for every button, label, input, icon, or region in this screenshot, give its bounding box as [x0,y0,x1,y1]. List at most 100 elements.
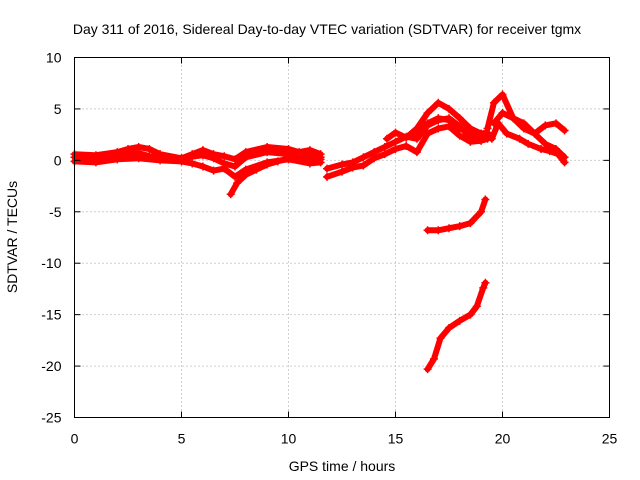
data-point-marker [295,155,304,164]
data-point-marker [113,148,122,157]
data-point-marker [284,154,293,163]
data-point-marker [338,160,346,169]
data-point-marker [134,142,143,151]
data-point-marker [391,145,400,154]
data-point-marker [434,98,443,107]
data-point-marker [412,148,421,157]
data-point-marker [552,119,560,128]
data-point-marker [423,129,432,138]
y-tick-label: -25 [41,410,61,426]
x-tick-label: 10 [281,431,297,447]
chart-title: Day 311 of 2016, Sidereal Day-to-day VTE… [73,21,581,37]
data-point-marker [479,283,488,292]
data-point-marker [220,152,229,161]
data-point-marker [91,151,100,160]
plot-frame [74,57,610,418]
data-point-marker [284,145,293,154]
series-trace-l [423,195,490,235]
data-point-marker [134,154,143,163]
x-tick-label: 5 [178,431,186,447]
data-point-marker [434,124,443,133]
data-point-marker [423,119,432,128]
data-point-marker [423,226,432,235]
data-point-marker [391,128,400,137]
data-point-marker [124,145,132,154]
y-tick-label: -5 [49,204,62,220]
data-point-marker [359,153,368,162]
data-point-marker [498,90,507,99]
y-tick-label: 0 [54,152,62,168]
data-point-marker [537,145,546,154]
y-tick-label: -20 [41,358,61,374]
data-point-marker [156,156,165,165]
data-point-marker [91,158,100,167]
data-point-marker [198,162,207,171]
data-point-marker [209,150,218,159]
x-tick-labels: 0 5 10 15 20 25 [71,431,618,447]
data-point-marker [489,98,498,107]
x-tick-label: 0 [71,431,79,447]
data-point-marker [198,146,207,155]
data-point-marker [423,109,432,118]
data-point-marker [408,132,417,141]
data-point-marker [273,157,282,166]
data-point-marker [477,136,486,145]
data-point-marker [445,224,453,233]
series-trace-k [489,109,569,138]
data-series-layer [70,90,569,374]
data-point-marker [509,114,518,123]
data-point-marker [466,137,475,146]
data-point-marker [498,109,507,118]
y-tick-label: -10 [41,255,61,271]
data-point-marker [263,160,272,169]
data-point-marker [466,310,475,319]
data-point-marker [391,137,400,146]
data-point-marker [145,145,154,154]
data-point-marker [455,131,464,140]
data-point-marker [338,167,346,176]
data-point-marker [434,226,443,235]
series-trace-line [324,123,491,180]
data-point-marker [466,127,475,136]
y-tick-labels: -25 -20 -15 -10 -5 0 5 10 [41,50,61,426]
data-point-marker [305,146,314,155]
data-point-marker [455,124,464,133]
series-trace-d [226,153,325,199]
y-axis-label: SDTVAR / TECUs [4,181,20,293]
y-tick-label: -15 [41,307,61,323]
data-point-marker [323,172,332,181]
data-point-marker [220,164,229,173]
data-point-marker [455,316,464,325]
data-point-marker [295,148,304,157]
data-point-marker [113,155,122,164]
data-point-marker [530,129,539,138]
data-point-marker [552,145,560,154]
data-point-marker [430,354,439,363]
data-point-marker [233,178,242,187]
x-tick-label: 15 [388,431,404,447]
data-point-marker [380,142,389,151]
data-point-marker [466,219,475,228]
data-point-marker [445,324,453,333]
data-point-marker [434,114,443,123]
data-point-marker [382,134,391,143]
x-tick-label: 25 [602,431,618,447]
data-point-marker [188,159,197,168]
data-point-marker [477,207,486,216]
data-point-marker [455,114,464,123]
data-point-marker [209,166,218,175]
data-point-marker [263,142,272,151]
y-tick-label: 5 [54,101,62,117]
data-point-marker [316,155,325,164]
data-point-marker [305,153,314,162]
data-point-marker [402,133,411,142]
data-point-marker [455,222,464,231]
series-trace-line [227,154,324,198]
data-point-marker [487,134,496,143]
data-point-marker [370,154,379,163]
series-trace-line [424,279,489,373]
series-trace-b [70,142,325,164]
data-point-marker [489,119,498,128]
data-point-marker [472,302,481,311]
data-point-marker [560,126,569,135]
